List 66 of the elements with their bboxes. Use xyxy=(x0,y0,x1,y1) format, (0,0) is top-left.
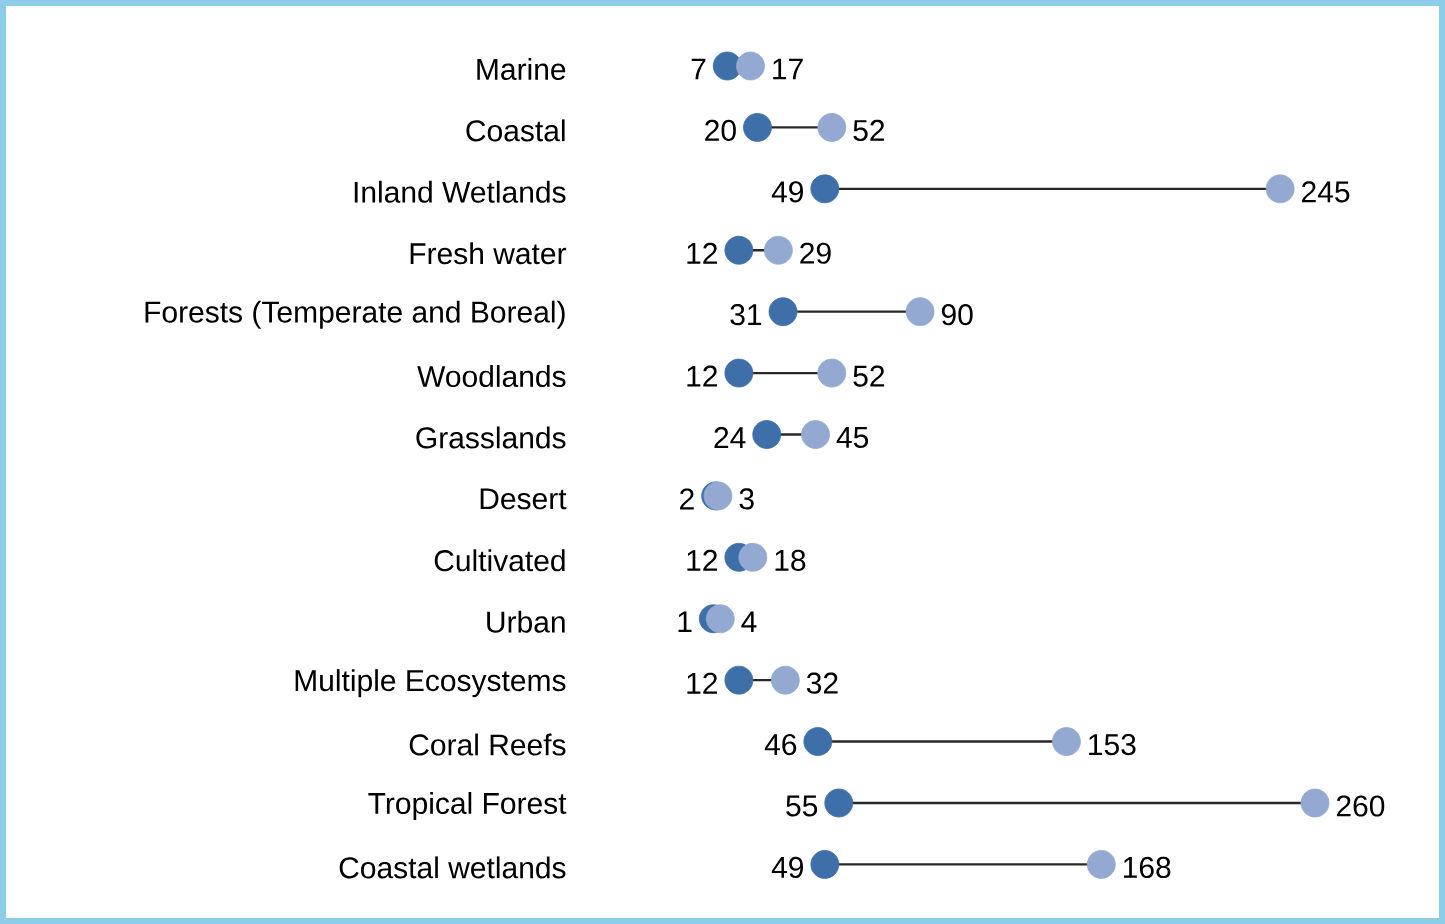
y-tick-label: Forests (Temperate and Boreal) xyxy=(145,300,565,329)
point xyxy=(810,174,840,204)
data-label: 245 xyxy=(1302,181,1350,203)
data-label: 7 xyxy=(691,58,706,80)
data-label: 55 xyxy=(786,795,818,817)
data-label: 17 xyxy=(773,58,803,80)
point xyxy=(770,665,800,695)
data-label: 1 xyxy=(678,611,692,633)
y-tick-label: Grasslands xyxy=(416,426,566,449)
data-label: 153 xyxy=(1089,733,1136,756)
point xyxy=(803,727,833,756)
y-tick-label: Multiple Ecosystems xyxy=(295,669,566,698)
point xyxy=(1265,174,1295,204)
point xyxy=(905,297,935,327)
data-label: 2 xyxy=(680,488,694,510)
point xyxy=(817,113,847,142)
point xyxy=(1300,788,1330,818)
data-label: 49 xyxy=(771,856,803,879)
data-label: 12 xyxy=(687,672,717,694)
data-label: 52 xyxy=(853,119,885,142)
y-tick-label: Desert xyxy=(480,488,567,510)
point xyxy=(738,542,768,572)
point xyxy=(712,51,742,81)
point xyxy=(763,235,793,265)
point xyxy=(705,604,735,634)
point xyxy=(810,850,840,879)
point xyxy=(724,665,754,695)
point xyxy=(768,297,798,327)
point xyxy=(1052,727,1081,756)
data-label: 49 xyxy=(771,181,803,203)
data-label: 29 xyxy=(800,242,831,264)
data-label: 52 xyxy=(853,365,885,387)
data-label: 18 xyxy=(775,549,806,571)
y-tick-label: Urban xyxy=(487,610,565,633)
data-label: 32 xyxy=(806,672,838,694)
data-label: 12 xyxy=(687,242,717,264)
point xyxy=(743,113,772,142)
y-tick-label: Tropical Forest xyxy=(368,791,567,820)
data-label: 31 xyxy=(730,304,762,326)
data-label: 46 xyxy=(764,733,797,756)
data-label: 4 xyxy=(741,611,757,633)
point xyxy=(736,51,765,81)
y-tick-label: Marine xyxy=(477,57,566,81)
y-tick-label: Cultivated xyxy=(434,549,565,572)
y-tick-label: Woodlands xyxy=(417,365,566,388)
point xyxy=(724,235,754,265)
point xyxy=(817,358,847,388)
data-label: 24 xyxy=(714,427,746,448)
point xyxy=(1086,850,1116,879)
point xyxy=(752,420,782,449)
point xyxy=(824,788,854,818)
data-label: 12 xyxy=(687,549,717,571)
data-label: 45 xyxy=(836,427,869,448)
data-label: 12 xyxy=(687,365,717,387)
y-tick-label: Inland Wetlands xyxy=(354,180,566,203)
y-tick-label: Coastal wetlands xyxy=(339,856,566,879)
point xyxy=(724,358,754,388)
y-tick-label: Fresh water xyxy=(410,242,567,265)
data-label: 260 xyxy=(1336,795,1385,817)
y-tick-label: Coastal xyxy=(466,119,565,142)
y-tick-label: Coral Reefs xyxy=(409,733,566,756)
data-label: 20 xyxy=(705,119,736,142)
data-label: 90 xyxy=(941,304,973,326)
data-label: 3 xyxy=(739,488,754,510)
data-label: 168 xyxy=(1123,856,1171,879)
point xyxy=(801,420,830,449)
